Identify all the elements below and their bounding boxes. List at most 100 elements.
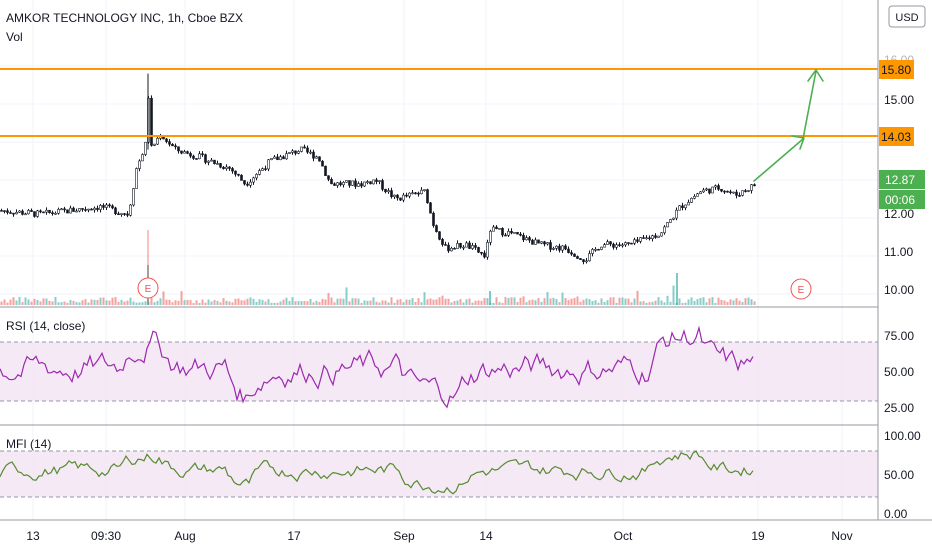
price-pane[interactable]: E E AMKOR TECHNOLOGY INC, 1h, Cboe BZX V…	[0, 0, 878, 520]
candle-body	[444, 244, 447, 246]
candle-body	[471, 245, 474, 249]
projection-arrow[interactable]	[753, 69, 824, 182]
volume-bar	[480, 300, 483, 305]
candle-body	[507, 231, 510, 236]
volume-bar	[33, 298, 36, 305]
candle-body	[393, 194, 396, 198]
candle-body	[207, 160, 210, 163]
candle-body	[594, 248, 597, 251]
candle-body	[345, 180, 348, 183]
candle-body	[423, 189, 426, 191]
volume-bar	[441, 295, 444, 305]
candle-body	[105, 204, 108, 208]
volume-bar	[705, 302, 708, 305]
volume-bar	[546, 292, 549, 305]
candle-body	[309, 151, 312, 154]
candle-body	[552, 248, 555, 250]
volume-bar	[420, 302, 423, 305]
volume-bar	[18, 297, 21, 305]
level-label-15-80[interactable]: 15.80	[879, 60, 914, 79]
candle-body	[360, 183, 363, 187]
volume-bar	[9, 299, 12, 305]
volume-bar	[714, 302, 717, 305]
volume-bar	[198, 302, 201, 305]
volume-bar	[312, 302, 315, 305]
time-axis[interactable]: 13 09:30 Aug 17 Sep 14 Oct 19 Nov	[26, 529, 852, 543]
volume-bar	[264, 301, 267, 305]
candle-body	[510, 231, 513, 234]
volume-bar	[57, 302, 60, 305]
volume-bar	[639, 301, 642, 305]
volume-bar	[249, 297, 252, 305]
candle-body	[642, 237, 645, 239]
currency-button[interactable]: USD	[888, 5, 926, 28]
candle-body	[288, 152, 291, 154]
candle-body	[342, 181, 345, 186]
volume-bar	[45, 298, 48, 305]
candle-body	[321, 160, 324, 167]
mfi-pane[interactable]: MFI (14)	[0, 437, 878, 498]
volume-bar	[21, 302, 24, 305]
price-axis-bg	[878, 0, 932, 550]
rsi-pane[interactable]: RSI (14, close)	[0, 319, 878, 409]
candle-body	[48, 209, 51, 213]
candle-body	[486, 242, 489, 258]
volume-bar	[465, 299, 468, 305]
candle-body	[411, 192, 414, 195]
candle-body	[633, 239, 636, 244]
candle-body	[741, 190, 744, 196]
volume-bar	[555, 299, 558, 305]
volume-bar	[66, 302, 69, 305]
volume-bar	[423, 292, 426, 305]
candle-body	[432, 212, 435, 226]
candle-body	[600, 246, 603, 250]
candle-body	[462, 246, 465, 249]
volume-bar	[363, 300, 366, 305]
earnings-marker-2[interactable]: E	[790, 278, 812, 300]
candle-body	[513, 232, 516, 234]
volume-bar	[276, 302, 279, 305]
candle-body	[450, 247, 453, 252]
volume-bar	[261, 299, 264, 305]
volume-bar	[216, 300, 219, 305]
candle-body	[564, 245, 567, 250]
candle-body	[249, 181, 252, 186]
volume-bar	[378, 302, 381, 305]
level-label-bg	[879, 127, 914, 146]
earnings-marker-1[interactable]: E	[137, 277, 159, 299]
candle-body	[474, 245, 477, 248]
earnings-letter: E	[798, 285, 805, 296]
candle-body	[153, 143, 156, 146]
countdown-text: 00:06	[885, 193, 915, 207]
volume-bar	[330, 297, 333, 305]
candle-body	[540, 241, 543, 244]
candle-body	[483, 252, 486, 258]
candle-body	[606, 241, 609, 245]
volume-bar	[537, 298, 540, 305]
candle-body	[180, 150, 183, 154]
level-label-14-03[interactable]: 14.03	[879, 127, 914, 146]
volume-bar	[246, 298, 249, 305]
candle-body	[429, 202, 432, 214]
volume-bar	[210, 301, 213, 305]
candle-body	[420, 189, 423, 195]
volume-bar	[366, 300, 369, 305]
candle-body	[231, 168, 234, 172]
candle-body	[588, 253, 591, 262]
volume-bar	[612, 297, 615, 305]
last-price-label[interactable]: 12.87 00:06	[879, 170, 925, 209]
volume-bar	[411, 298, 414, 305]
volume-bar	[300, 301, 303, 305]
candle-body	[609, 241, 612, 245]
candle-body	[144, 141, 147, 155]
candle-body	[525, 237, 528, 241]
volume-bar	[621, 297, 624, 305]
candle-body	[111, 205, 114, 209]
candle-body	[438, 231, 441, 240]
volume-bar	[453, 301, 456, 305]
candle-body	[414, 192, 417, 195]
volume-bar	[177, 300, 180, 305]
candle-body	[63, 208, 66, 211]
volume-bar	[645, 302, 648, 305]
candle-body	[753, 184, 756, 187]
